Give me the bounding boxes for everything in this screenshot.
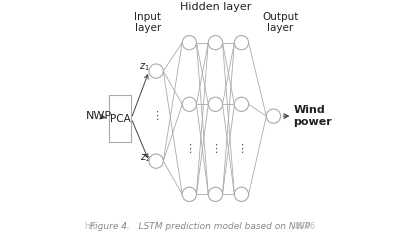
- Circle shape: [234, 97, 248, 111]
- Circle shape: [182, 97, 196, 111]
- Text: ⋮: ⋮: [236, 144, 247, 154]
- Text: NWP: NWP: [86, 111, 112, 121]
- Circle shape: [208, 97, 222, 111]
- FancyBboxPatch shape: [109, 95, 131, 142]
- Text: Input
layer: Input layer: [134, 12, 161, 33]
- Circle shape: [208, 187, 222, 201]
- Circle shape: [234, 187, 248, 201]
- Circle shape: [149, 64, 163, 78]
- Text: Wind
power: Wind power: [294, 105, 332, 127]
- Text: htt: htt: [84, 222, 96, 231]
- Text: ⋮: ⋮: [150, 111, 162, 121]
- Text: PCA: PCA: [110, 114, 130, 123]
- Text: ⋮: ⋮: [210, 144, 221, 154]
- Circle shape: [182, 187, 196, 201]
- Text: ⋮: ⋮: [184, 144, 195, 154]
- Circle shape: [266, 109, 280, 123]
- Text: Figure 4.   LSTM prediction model based on NWP: Figure 4. LSTM prediction model based on…: [90, 222, 310, 231]
- Text: $z_1$: $z_1$: [140, 62, 150, 73]
- Text: $z_2$: $z_2$: [140, 152, 150, 164]
- Text: Hidden layer: Hidden layer: [180, 2, 251, 12]
- Circle shape: [234, 36, 248, 50]
- Text: 4046: 4046: [295, 222, 316, 231]
- Text: Output
layer: Output layer: [262, 12, 299, 33]
- Circle shape: [149, 154, 163, 168]
- Circle shape: [208, 36, 222, 50]
- Circle shape: [182, 36, 196, 50]
